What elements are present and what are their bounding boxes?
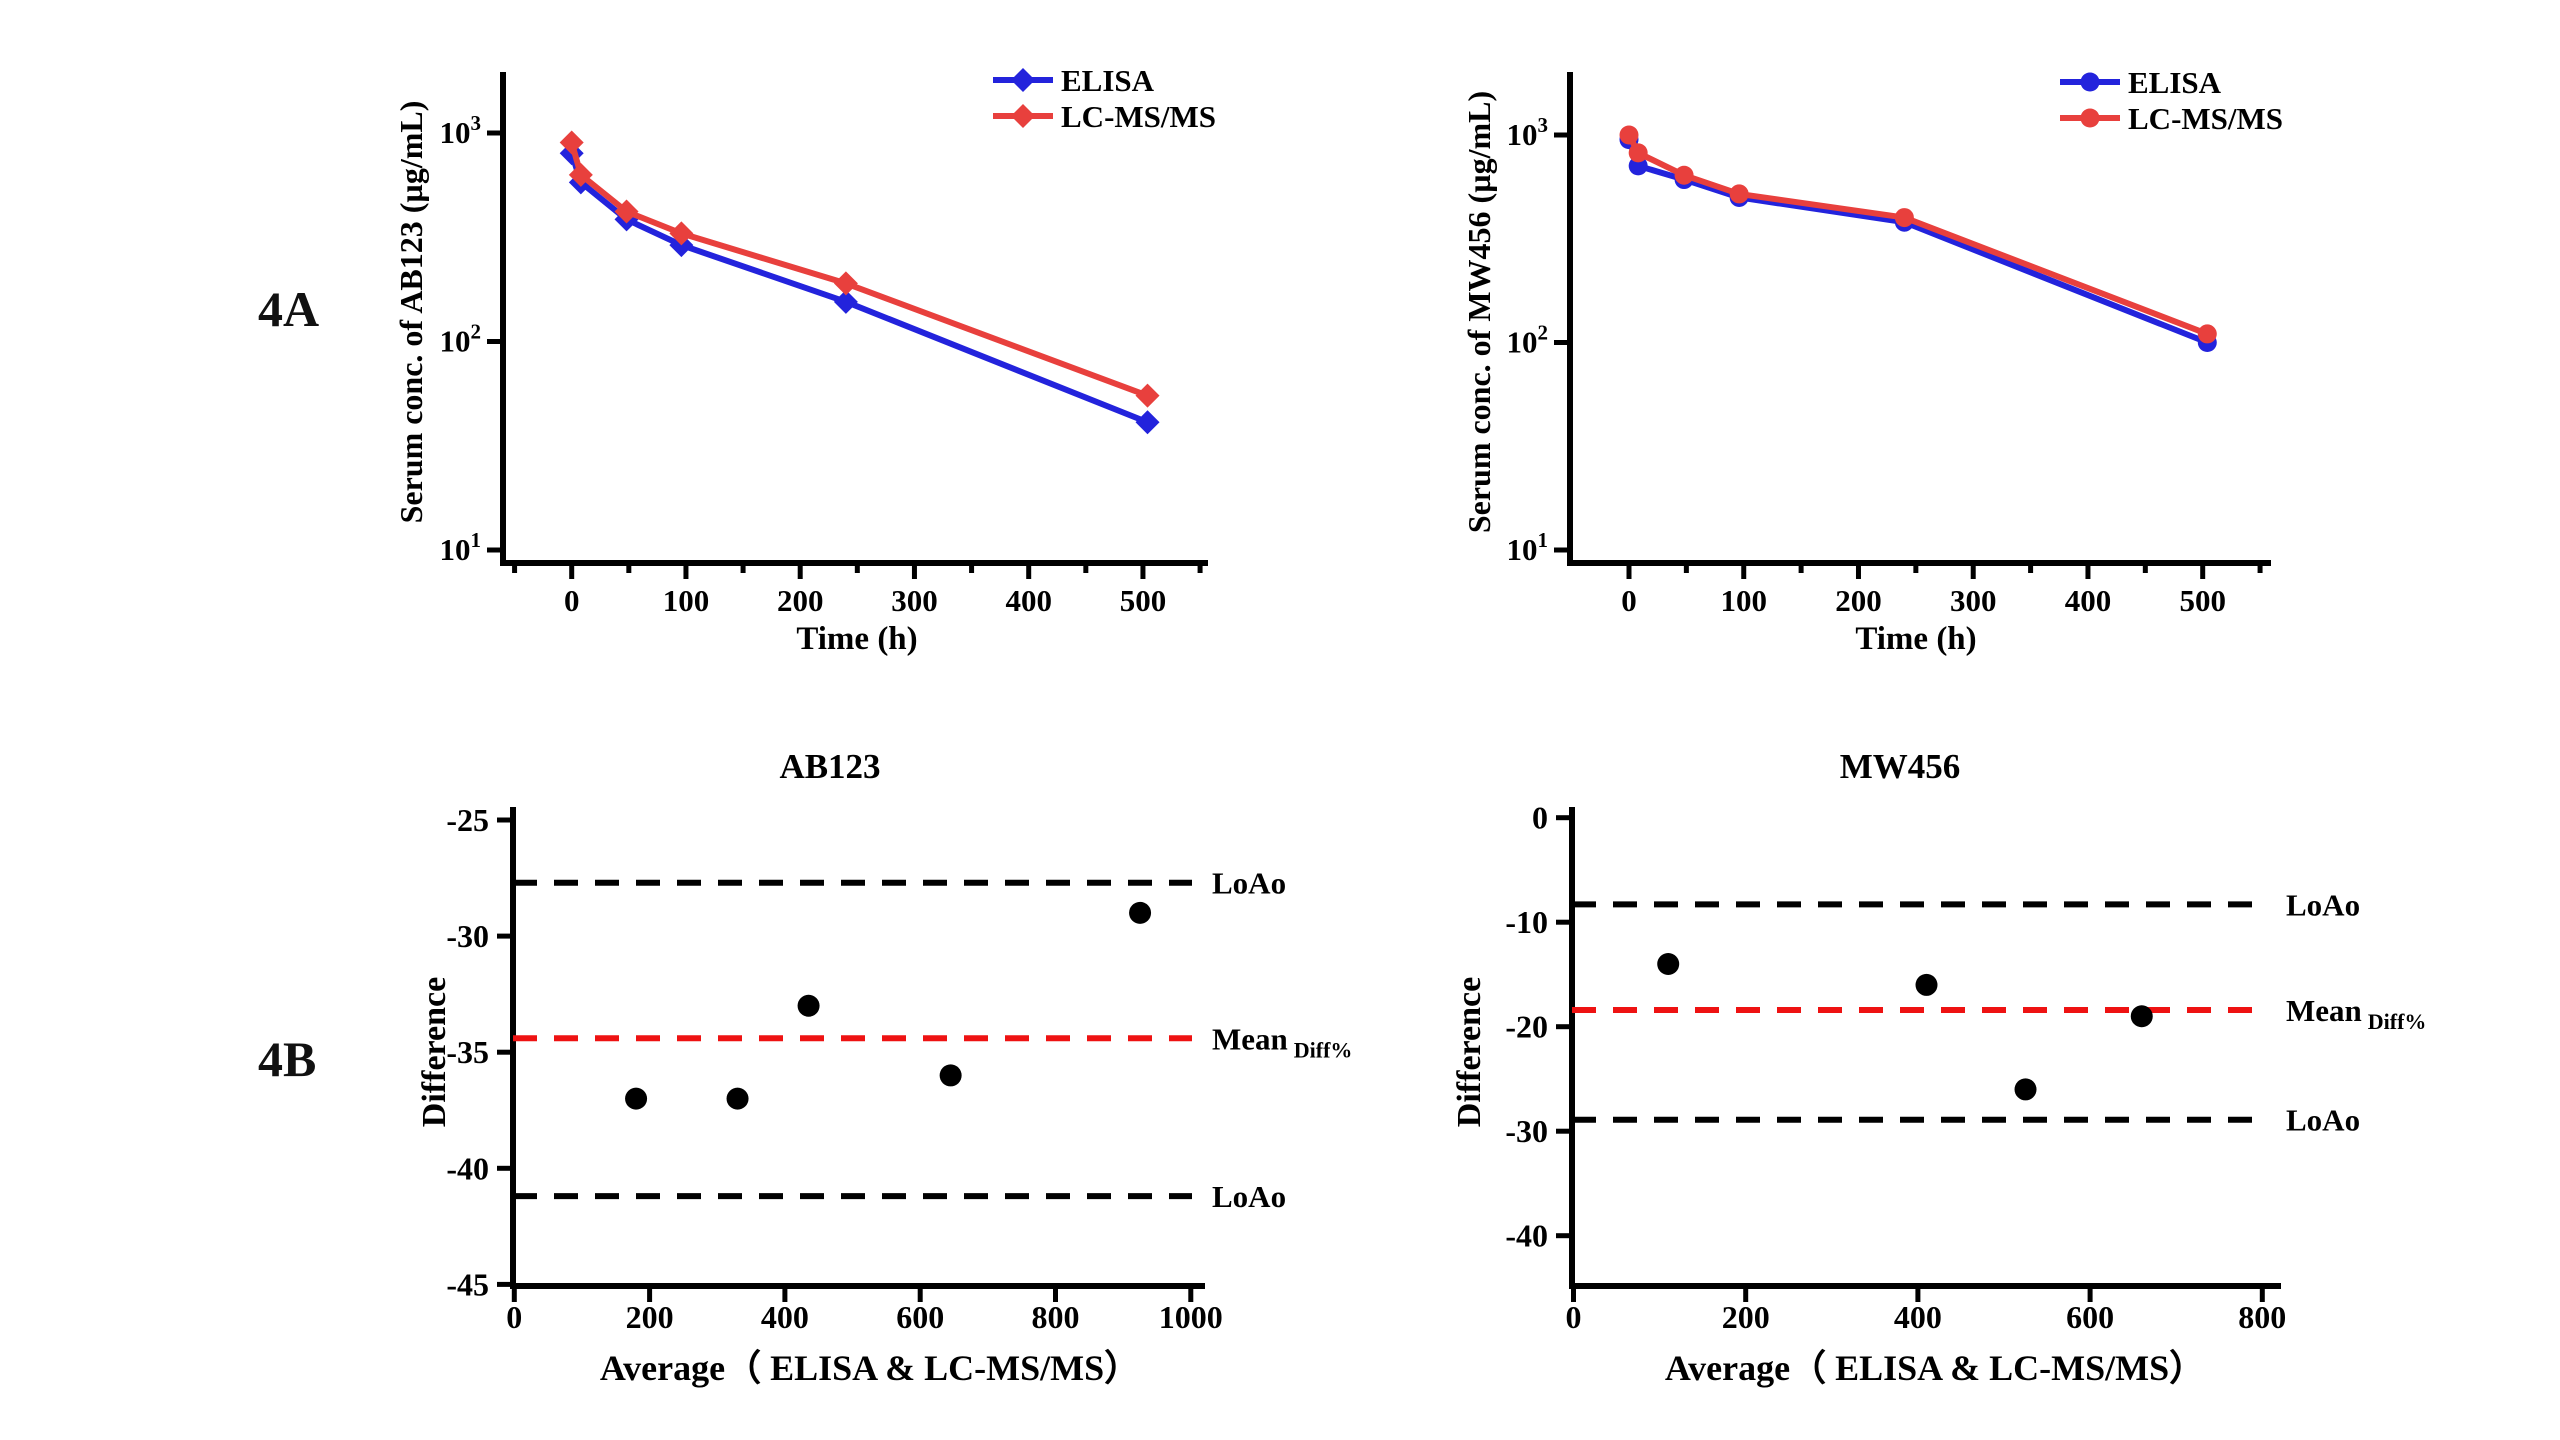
series-line-elisa [1626, 136, 2211, 346]
mean-diff-label: Mean Diff% [1212, 1021, 1352, 1062]
legend-label: LC-MS/MS [1061, 99, 1216, 134]
y-tick-label: 102 [440, 320, 482, 359]
y-tick-label: 103 [440, 111, 482, 150]
panel-label-4a: 4A [258, 281, 320, 337]
x-axis-title: Time (h) [1855, 621, 1976, 657]
loa-lower-label: LoAo [1212, 1179, 1286, 1214]
loa-lower-label: LoAo [2286, 1103, 2360, 1138]
x-tick-label: 600 [896, 1299, 944, 1335]
series-line-lcmsms [1626, 132, 2211, 337]
chart-title: AB123 [779, 747, 880, 786]
mean-diff-label: Mean Diff% [2286, 993, 2426, 1034]
legend-marker [1011, 68, 1035, 92]
x-tick-label: 0 [506, 1299, 522, 1335]
y-tick-label: 103 [1507, 113, 1549, 152]
x-tick-label: 800 [1032, 1299, 1080, 1335]
legend-label: ELISA [2128, 65, 2222, 100]
x-tick-label: 0 [1621, 583, 1637, 618]
y-tick-label: 102 [1507, 321, 1549, 360]
x-tick-label: 400 [1005, 583, 1051, 618]
x-tick-label: 400 [1894, 1299, 1942, 1335]
x-tick-label: 800 [2238, 1299, 2286, 1335]
y-tick-label: 0 [1532, 800, 1548, 836]
legend-label: ELISA [1061, 63, 1155, 98]
x-tick-label: 300 [891, 583, 938, 618]
series-line-lcmsms [568, 139, 1151, 399]
legend-marker [2080, 108, 2100, 128]
data-point-lcmsms [614, 199, 639, 224]
data-point-lcmsms [1674, 165, 1694, 185]
x-tick-label: 100 [1720, 583, 1767, 618]
data-point-lcmsms [2197, 324, 2217, 344]
y-tick-label: 101 [1507, 528, 1549, 567]
data-point-elisa [833, 289, 858, 314]
data-point-lcmsms [1135, 383, 1160, 408]
scatter-point [625, 1087, 648, 1110]
scatter-point [1915, 973, 1938, 996]
legend-label: LC-MS/MS [2128, 101, 2283, 136]
data-point-lcmsms [669, 221, 694, 246]
x-tick-label: 400 [761, 1299, 809, 1335]
scatter-point [939, 1064, 962, 1087]
y-tick-label: -40 [446, 1150, 489, 1186]
y-tick-label: -30 [446, 918, 489, 954]
y-axis-title: Serum conc. of AB123 (µg/mL) [393, 101, 429, 524]
x-tick-label: 0 [564, 583, 580, 618]
x-axis-title: Average（ ELISA & LC-MS/MS） [1665, 1348, 2205, 1388]
x-axis-title: Average（ ELISA & LC-MS/MS） [600, 1348, 1140, 1388]
x-tick-label: 200 [777, 583, 824, 618]
y-axis-title: Difference [416, 977, 453, 1127]
x-tick-label: 200 [1835, 583, 1882, 618]
scatter-point [726, 1087, 749, 1110]
data-point-lcmsms [559, 130, 584, 155]
panel-label-4b: 4B [258, 1031, 317, 1087]
y-axis-title: Serum conc. of MW456 (µg/mL) [1461, 91, 1497, 533]
y-tick-label: -25 [446, 802, 489, 838]
scatter-point [2130, 1005, 2153, 1028]
data-point-lcmsms [1894, 208, 1914, 228]
x-tick-label: 600 [2066, 1299, 2114, 1335]
data-point-elisa [1135, 410, 1160, 435]
y-tick-label: -30 [1505, 1113, 1548, 1149]
data-point-lcmsms [1619, 125, 1639, 145]
y-tick-label: -35 [446, 1034, 489, 1070]
chart-title: MW456 [1840, 747, 1961, 786]
scatter-point [1657, 953, 1680, 975]
x-tick-label: 300 [1950, 583, 1997, 618]
data-point-lcmsms [833, 271, 858, 296]
scatter-point [2014, 1078, 2037, 1101]
chart-ba-ab123: -25 -30 -35 -40 -45 0 200 400 600 800 1000 LoAo Mean… [416, 747, 1352, 1388]
x-tick-label: 1000 [1159, 1299, 1223, 1335]
y-axis-title: Difference [1451, 977, 1488, 1127]
x-tick-label: 400 [2065, 583, 2112, 618]
scatter-point [797, 994, 820, 1017]
y-tick-label: -10 [1505, 904, 1548, 940]
data-point-elisa [1628, 156, 1648, 176]
y-tick-label: -45 [446, 1266, 489, 1302]
loa-upper-label: LoAo [2286, 887, 2360, 922]
y-tick-label: -20 [1505, 1009, 1548, 1045]
loa-upper-label: LoAo [1212, 866, 1286, 901]
chart-ba-mw456: 0 -10 -20 -30 -40 0 200 400 600 800 LoAo Mean Diff% L… [1451, 747, 2426, 1388]
data-point-lcmsms [1628, 143, 1648, 163]
x-tick-label: 200 [626, 1299, 674, 1335]
x-axis-title: Time (h) [796, 621, 917, 657]
data-point-lcmsms [1729, 184, 1749, 204]
x-tick-label: 100 [663, 583, 710, 618]
scatter-point [1129, 901, 1152, 924]
x-tick-label: 500 [2179, 583, 2226, 618]
legend-marker [2080, 72, 2100, 92]
legend-marker [1011, 104, 1035, 128]
x-tick-label: 0 [1566, 1299, 1582, 1335]
x-tick-label: 500 [1120, 583, 1167, 618]
data-point-lcmsms [568, 162, 593, 187]
x-tick-label: 200 [1722, 1299, 1770, 1335]
y-tick-label: -40 [1505, 1218, 1548, 1254]
y-tick-label: 101 [440, 528, 482, 567]
